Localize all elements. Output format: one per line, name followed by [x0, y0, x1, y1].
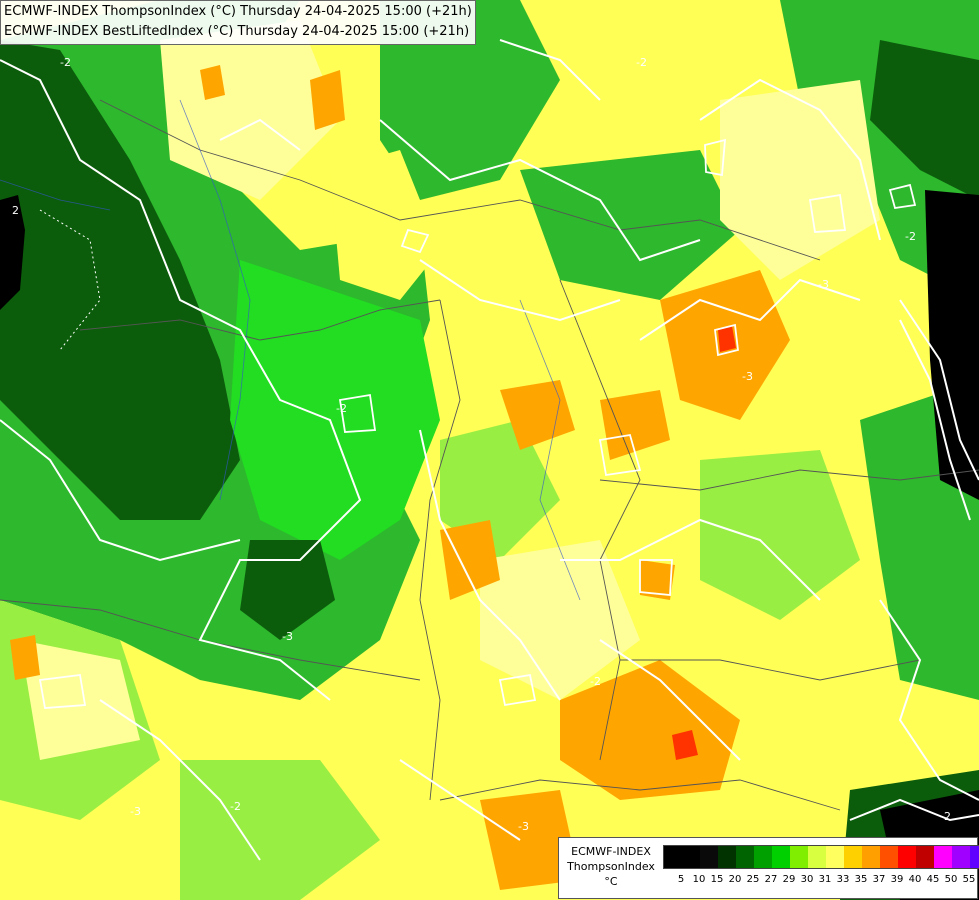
legend-tick-label: 5	[677, 874, 685, 885]
legend-tick-label: 10	[692, 874, 706, 885]
legend-swatch	[682, 846, 700, 868]
legend-tick-label: 25	[746, 874, 760, 885]
legend-tick-label: 55	[962, 874, 976, 885]
legend-swatch	[952, 846, 970, 868]
legend-title: ECMWF-INDEX ThompsonIndex °C	[561, 844, 661, 889]
legend-swatch	[826, 846, 844, 868]
legend-swatch	[700, 846, 718, 868]
contour-label: 2	[12, 204, 19, 217]
contour-label: -2	[230, 800, 241, 813]
contour-label: -3	[282, 630, 293, 643]
contour-label: -2	[905, 230, 916, 243]
legend-swatch	[790, 846, 808, 868]
legend-tick-label: 27	[764, 874, 778, 885]
legend-swatch	[754, 846, 772, 868]
lifted-index-contours	[0, 39, 979, 861]
contour-label: -3	[130, 805, 141, 818]
legend-tick-label: 15	[710, 874, 724, 885]
legend-swatch	[898, 846, 916, 868]
legend-swatch	[970, 846, 979, 868]
legend-swatch	[718, 846, 736, 868]
legend-tick-label: 50	[944, 874, 958, 885]
legend-tick-label: 31	[818, 874, 832, 885]
legend-tick-label: 45	[926, 874, 940, 885]
legend-tick-label: 39	[890, 874, 904, 885]
legend-tick-labels: 51015202527293031333537394045505560	[663, 874, 979, 885]
bright-green-center	[230, 260, 440, 560]
legend-swatch	[916, 846, 934, 868]
legend-tick-label: 40	[908, 874, 922, 885]
legend-swatch	[808, 846, 826, 868]
legend-unit: °C	[604, 875, 618, 888]
legend-tick-label: 33	[836, 874, 850, 885]
legend-swatch	[862, 846, 880, 868]
rivers	[0, 99, 581, 601]
legend-tick-label: 30	[800, 874, 814, 885]
legend-tick-label: 37	[872, 874, 886, 885]
dark-green-center	[240, 540, 335, 640]
legend-tick-label: 20	[728, 874, 742, 885]
legend-title-model: ECMWF-INDEX	[571, 845, 651, 858]
legend-color-bar	[663, 845, 979, 869]
contour-label: -2	[940, 810, 951, 823]
country-borders	[0, 99, 979, 811]
contour-closed-loops	[38, 138, 917, 709]
dark-green-region-west	[0, 40, 240, 520]
legend-swatch	[772, 846, 790, 868]
legend-title-index: ThompsonIndex	[567, 860, 655, 873]
contour-label: -2	[336, 402, 347, 415]
contour-label: -3	[742, 370, 753, 383]
black-region-west	[0, 195, 25, 310]
dotted-boundary	[39, 209, 101, 351]
red-patches	[672, 326, 736, 760]
contour-label: -3	[518, 820, 529, 833]
legend-swatch	[844, 846, 862, 868]
map-title-line-1: ECMWF-INDEX ThompsonIndex (°C) Thursday …	[4, 4, 472, 19]
map-title-box: ECMWF-INDEX ThompsonIndex (°C) Thursday …	[0, 0, 476, 45]
yellow-north	[330, 150, 440, 300]
map-title-line-2: ECMWF-INDEX BestLiftedIndex (°C) Thursda…	[4, 24, 470, 39]
legend-swatch	[736, 846, 754, 868]
legend-tick-label: 35	[854, 874, 868, 885]
legend-swatch	[664, 846, 682, 868]
legend-swatch	[880, 846, 898, 868]
contour-label: -2	[636, 56, 647, 69]
contour-label: -2	[60, 56, 71, 69]
legend-tick-label: 29	[782, 874, 796, 885]
color-legend: ECMWF-INDEX ThompsonIndex °C 5 10 15 20 25 27…	[558, 837, 979, 899]
contour-labels: -2 -2 -2 -3 -3 -2 -3 -3 -2 -3 -2 -2 2	[12, 56, 951, 833]
contour-label: -2	[590, 675, 601, 688]
contour-label: -3	[818, 278, 829, 291]
legend-swatch	[934, 846, 952, 868]
